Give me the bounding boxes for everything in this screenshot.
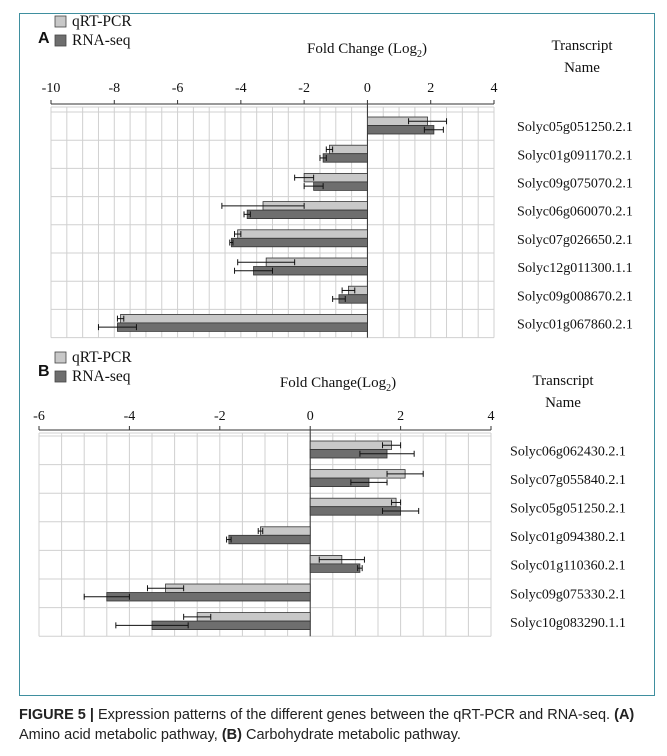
panel-b-legend-label-0: qRT-PCR [72,349,132,366]
panel-a-x-tick-label-0: -10 [42,81,61,96]
panel-a-legend-label-0: qRT-PCR [72,13,132,30]
caption-text-1: Expression patterns of the different gen… [93,707,615,723]
panel-a-category-label-0: Solyc05g051250.2.1 [517,120,633,135]
panel-a-category-label-6: Solyc09g008670.2.1 [517,289,633,304]
panel-a-title: Fold Change (Log2) [307,41,427,60]
panel-a-category-label-7: Solyc01g067860.2.1 [517,318,633,333]
panel-a-legend-swatch-1 [54,34,67,47]
panel-a-category-label-1: Solyc01g091170.2.1 [517,148,632,163]
panel-b-category-header-line2: Name [545,395,581,411]
panel-b-bar-qrt-0 [309,440,392,450]
panel-a-bar-rna-3 [246,209,368,220]
panel-a-x-tick-label-6: 2 [427,81,434,96]
figure-frame [19,13,655,696]
panel-a-legend-swatch-0 [54,15,67,28]
panel-a-bar-rna-1 [322,153,368,163]
caption-label-b: (B) [221,727,242,743]
panel-b-x-tick-label-0: -6 [33,409,45,424]
figure-caption: FIGURE 5 | Expression patterns of the di… [19,705,659,745]
panel-a-bar-rna-7 [117,322,368,332]
panel-b-title: Fold Change(Log2) [280,375,396,394]
panel-a-x-tick-label-5: 0 [364,81,371,96]
panel-b-letter: B [38,363,50,380]
panel-a-legend-label-1: RNA-seq [72,32,131,49]
panel-b-bar-qrt-2 [309,497,397,508]
panel-b-legend-label-1: RNA-seq [72,368,131,385]
panel-a-bar-qrt-4 [237,229,368,239]
panel-a-x-tick-label-7: 4 [491,81,498,96]
panel-b-bar-qrt-5 [165,583,311,593]
panel-b-category-label-0: Solyc06g062430.2.1 [510,444,626,459]
panel-b-bar-rna-5 [106,592,311,602]
panel-b-category-label-3: Solyc01g094380.2.1 [510,530,626,545]
panel-a-bar-qrt-7 [120,313,368,324]
panel-b-bar-qrt-3 [260,526,311,536]
panel-b-x-tick-label-5: 4 [488,409,495,424]
panel-a-x-tick-label-4: -2 [298,81,310,96]
panel-a-category-header-line1: Transcript [551,38,613,54]
panel-a-bar-rna-4 [230,237,368,248]
panel-b-x-tick-label-4: 2 [397,409,404,424]
panel-a-x-tick-label-1: -8 [108,81,120,96]
caption-text-3: Carbohydrate metabolic pathway. [241,727,461,743]
panel-b-bar-qrt-6 [196,612,311,622]
panel-b-bar-rna-3 [228,534,311,545]
panel-b-x-tick-label-1: -4 [124,409,136,424]
panel-b-category-label-1: Solyc07g055840.2.1 [510,473,626,488]
panel-b-category-header-line1: Transcript [532,373,594,389]
panel-a-category-label-3: Solyc06g060070.2.1 [517,205,633,220]
panel-a-category-label-4: Solyc07g026650.2.1 [517,233,633,248]
caption-figure-label: FIGURE 5 | [19,707,94,723]
panel-b-category-label-4: Solyc01g110360.2.1 [510,559,625,574]
panel-a-bar-qrt-1 [329,144,368,155]
caption-label-a: (A) [614,707,635,723]
panel-a-x-tick-label-3: -4 [235,81,247,96]
panel-a-category-header-line2: Name [564,60,600,76]
panel-a-category-label-5: Solyc12g011300.1.1 [517,261,632,276]
panel-b-legend-swatch-0 [54,351,67,364]
caption-text-2: Amino acid metabolic pathway, [19,727,222,743]
panel-a-x-tick-label-2: -6 [172,81,184,96]
panel-b-category-label-6: Solyc10g083290.1.1 [510,616,626,631]
panel-b-category-label-2: Solyc05g051250.2.1 [510,502,626,517]
panel-b-category-label-5: Solyc09g075330.2.1 [510,587,626,602]
panel-a-letter: A [38,30,50,47]
panel-b-legend-swatch-1 [54,370,67,383]
panel-a-category-label-2: Solyc09g075070.2.1 [517,177,633,192]
panel-b-x-tick-label-2: -2 [214,409,226,424]
panel-b-x-tick-label-3: 0 [307,409,314,424]
panel-b-bar-rna-4 [309,563,361,573]
